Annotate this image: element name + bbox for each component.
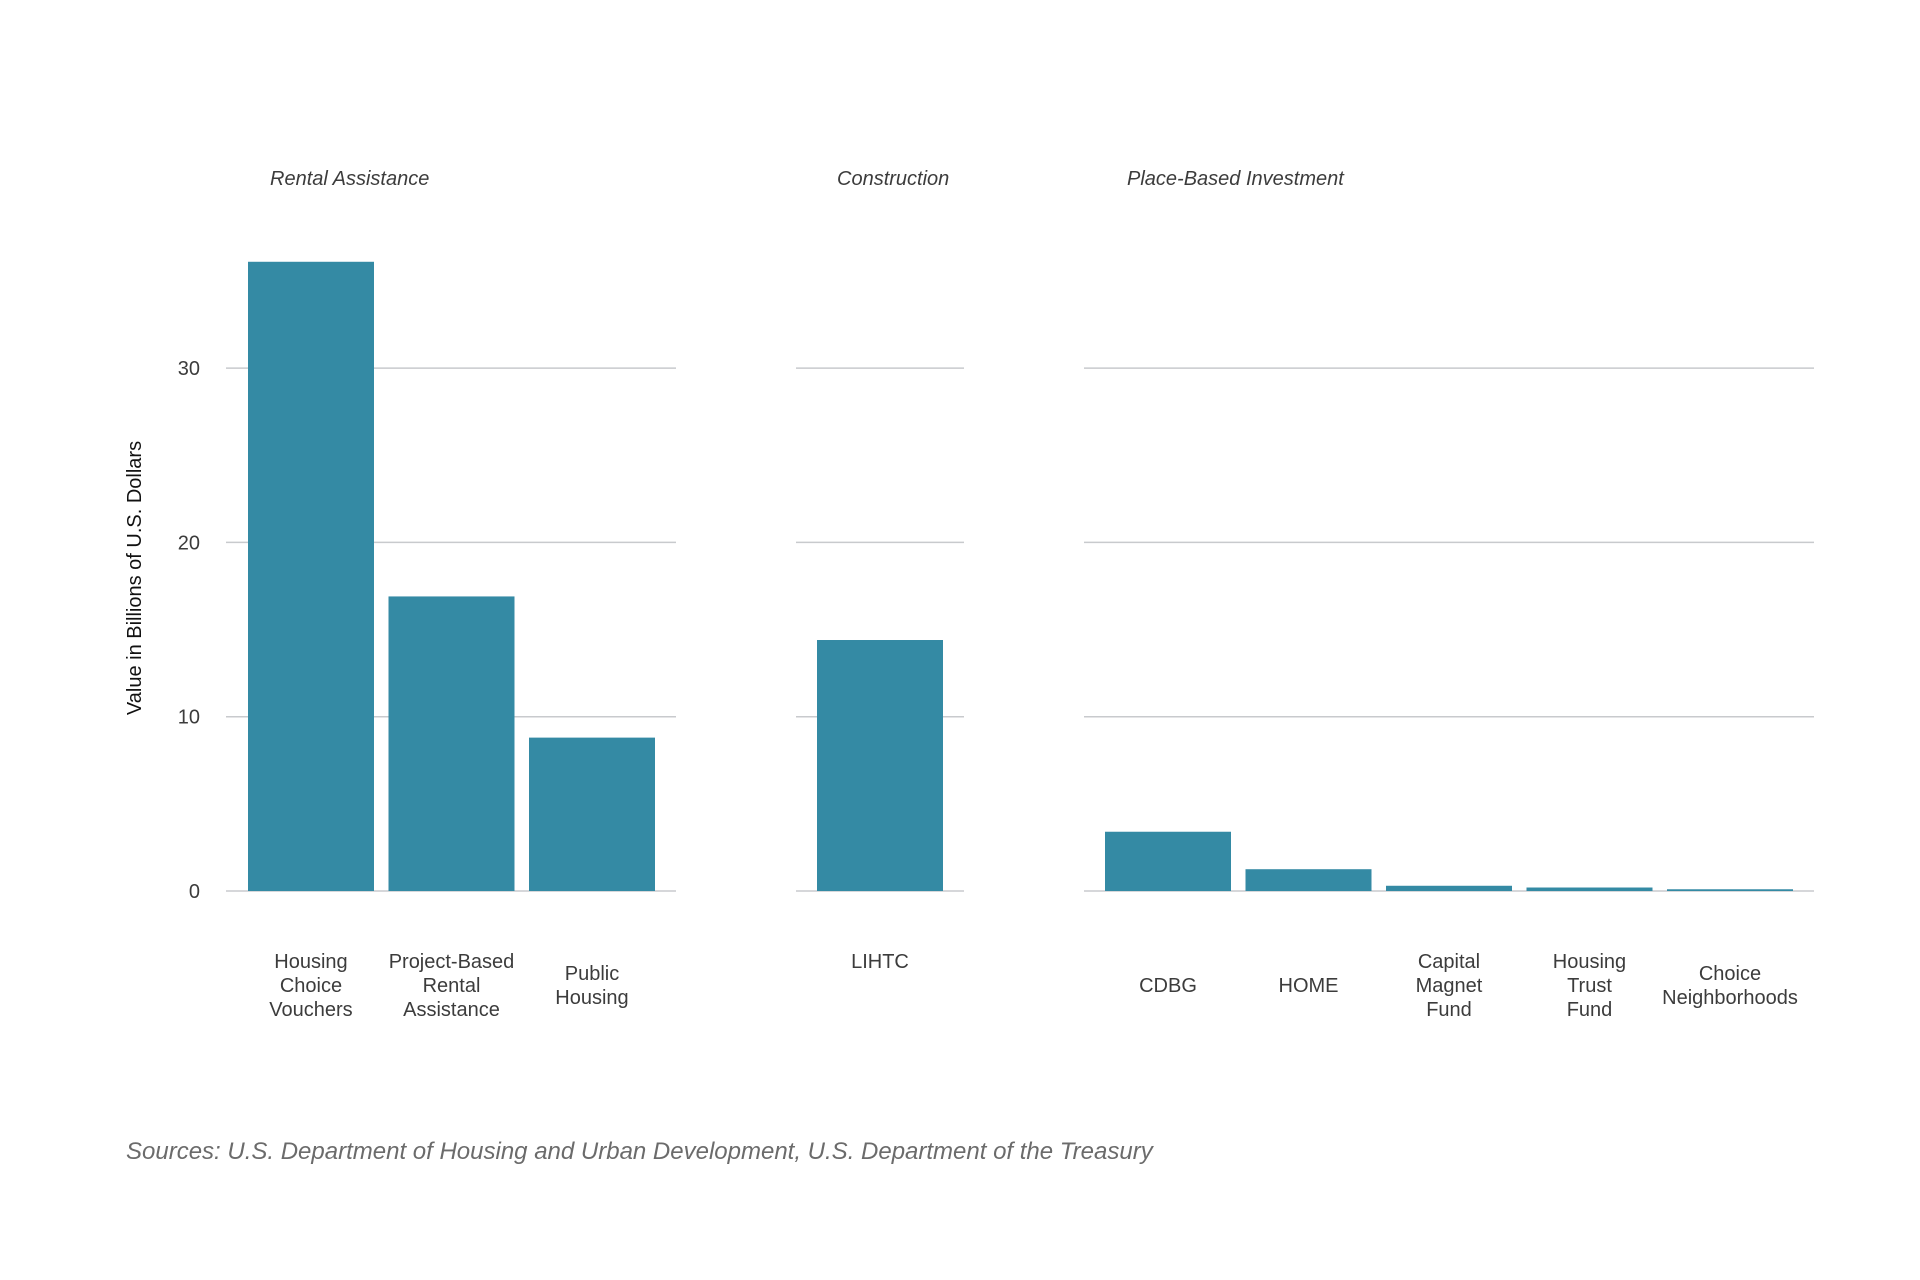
bar: [388, 596, 515, 891]
bar: [529, 737, 655, 891]
category-label-line: Capital: [1418, 951, 1480, 973]
bar: [1526, 887, 1653, 891]
category-label: Project-Based Rental Assistance: [389, 951, 515, 1021]
category-label: Public Housing: [555, 963, 628, 1009]
category-label: Capital Magnet Fund: [1416, 951, 1483, 1021]
bar: [248, 261, 374, 892]
bars: [248, 261, 1793, 892]
bar: [817, 640, 943, 891]
category-label-line: Vouchers: [269, 999, 352, 1021]
category-label-line: CDBG: [1139, 975, 1197, 997]
category-label-line: Neighborhoods: [1662, 987, 1798, 1009]
y-tick-label: 30: [178, 358, 200, 380]
category-label-line: Choice: [280, 975, 342, 997]
source-note: Sources: U.S. Department of Housing and …: [126, 1138, 1153, 1165]
category-label-line: Housing: [274, 951, 347, 973]
category-label-line: Public: [565, 963, 619, 985]
labels: 0 10 20 30 Value in Billions of U.S. Dollars…: [124, 168, 1798, 1021]
panel-title: Construction: [837, 168, 949, 190]
bar: [1245, 869, 1372, 891]
category-label: Housing Trust Fund: [1553, 951, 1626, 1021]
panel-title: Place-Based Investment: [1127, 168, 1345, 190]
bar: [1667, 889, 1793, 891]
y-tick-label: 10: [178, 707, 200, 729]
category-label-line: Trust: [1567, 975, 1612, 997]
category-label-line: Fund: [1567, 999, 1613, 1021]
y-axis-title: Value in Billions of U.S. Dollars: [124, 441, 146, 715]
category-label-line: Assistance: [403, 999, 500, 1021]
category-label-line: LIHTC: [851, 951, 909, 973]
bar: [1386, 885, 1512, 891]
category-label: Housing Choice Vouchers: [269, 951, 352, 1021]
category-label: LIHTC: [851, 951, 909, 973]
category-label-line: Housing: [555, 987, 628, 1009]
bar: [1105, 831, 1231, 891]
category-label: HOME: [1279, 975, 1339, 997]
category-label-line: Fund: [1426, 999, 1472, 1021]
category-label-line: Choice: [1699, 963, 1761, 985]
category-label-line: Project-Based: [389, 951, 515, 973]
y-tick-label: 0: [189, 881, 200, 903]
panel-title: Rental Assistance: [270, 168, 429, 190]
category-label-line: Housing: [1553, 951, 1626, 973]
category-label: Choice Neighborhoods: [1662, 963, 1798, 1009]
category-label: CDBG: [1139, 975, 1197, 997]
category-label-line: Rental: [423, 975, 481, 997]
y-tick-label: 20: [178, 532, 200, 554]
category-label-line: HOME: [1279, 975, 1339, 997]
category-label-line: Magnet: [1416, 975, 1483, 997]
